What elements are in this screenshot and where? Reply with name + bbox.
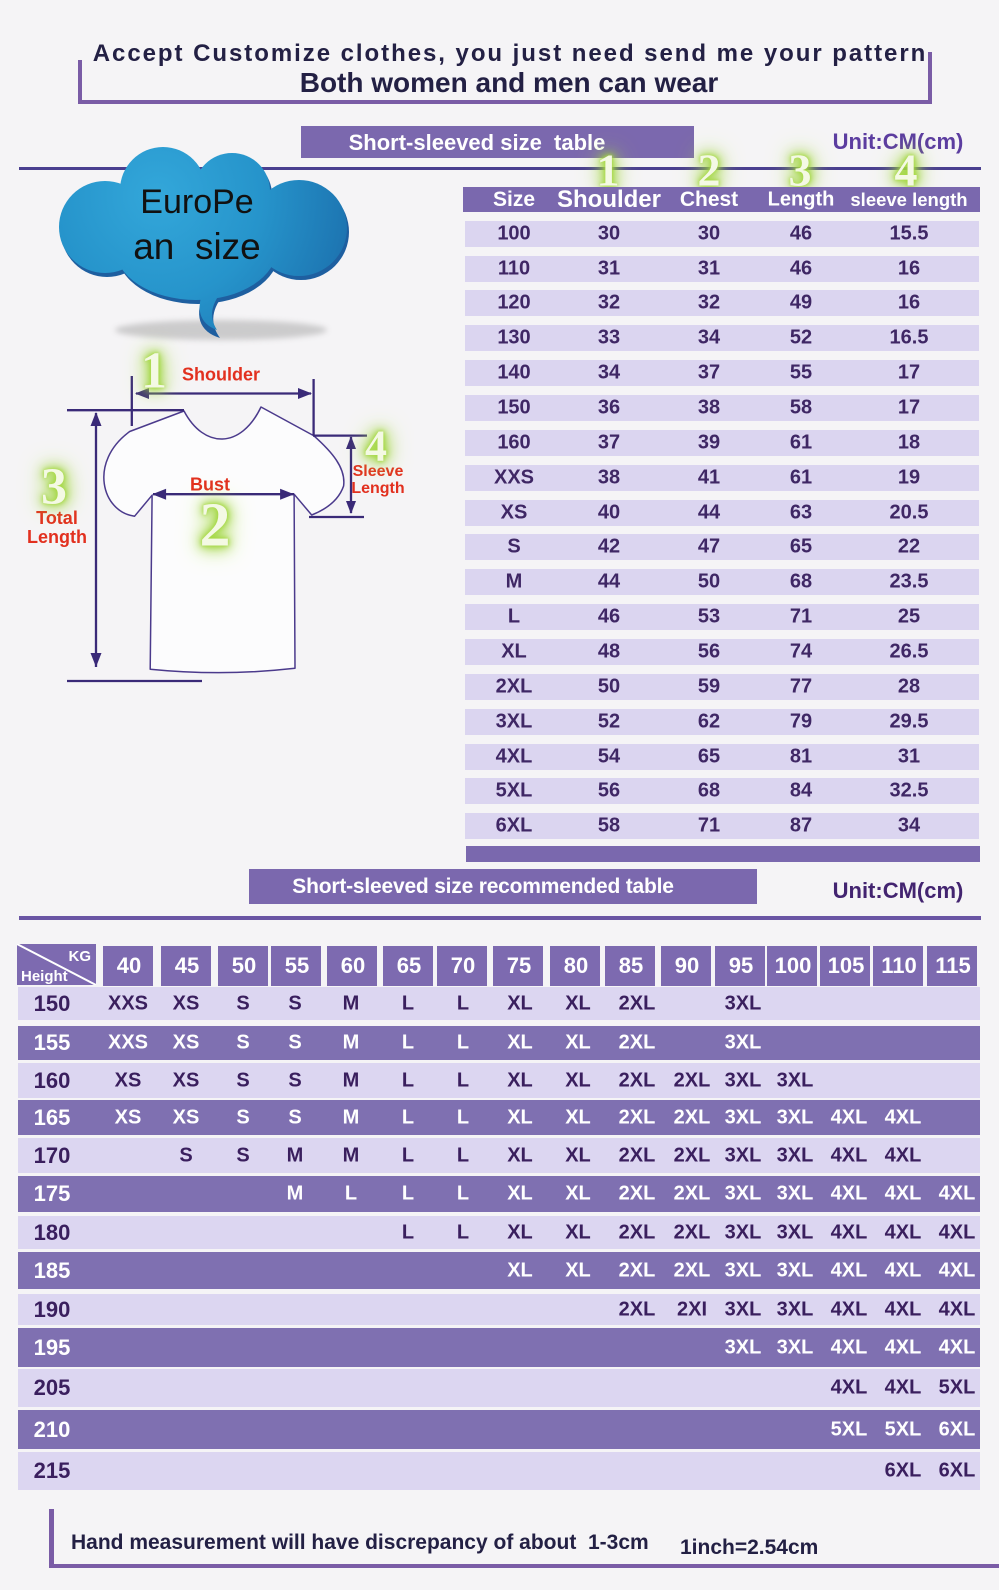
- svg-text:an size: an size: [133, 226, 261, 267]
- svg-text:Height: Height: [21, 968, 68, 985]
- svg-text:EuroPe: EuroPe: [140, 183, 253, 221]
- svg-text:KG: KG: [69, 948, 92, 965]
